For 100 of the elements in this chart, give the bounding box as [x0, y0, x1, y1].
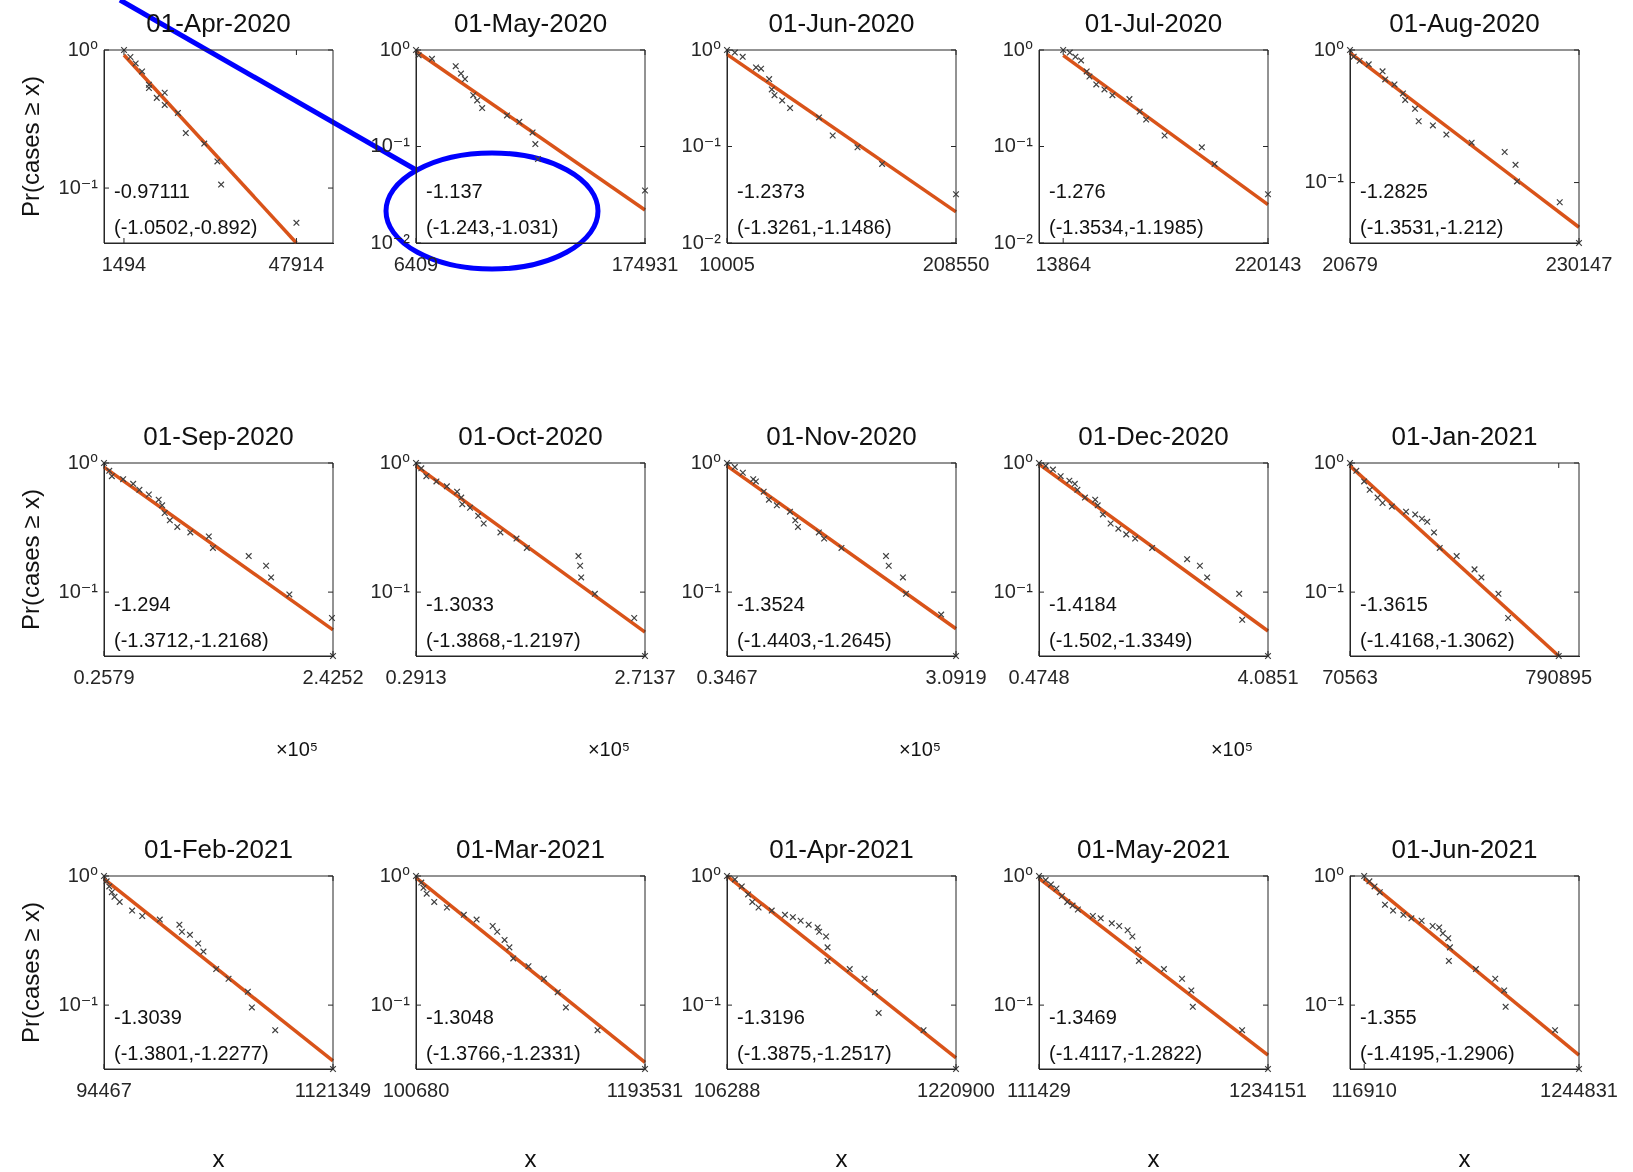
x-tick-label: 70563 [1322, 665, 1378, 688]
annotation: -1.3615 [1360, 592, 1428, 615]
annotation: -1.137 [425, 179, 483, 202]
chart-title: 01-Jun-2021 [1391, 834, 1538, 865]
annotation: (-1.3801,-1.2277) [114, 1041, 269, 1064]
chart-title: 01-May-2020 [453, 8, 607, 39]
y-tick-label: 10⁰ [1002, 37, 1033, 60]
text: ×10⁵ [587, 737, 630, 760]
x-tick-label: 0.2579 [73, 665, 135, 688]
annotation: -1.3196 [737, 1005, 805, 1028]
y-tick-label: 10⁰ [1002, 450, 1033, 473]
y-tick-label: 10⁻¹ [370, 992, 410, 1015]
annotation: (-1.3868,-1.2197) [425, 628, 581, 651]
y-tick-label: 10⁰ [67, 450, 98, 473]
y-tick-label: 10⁰ [690, 863, 721, 886]
annotation: -1.3524 [737, 592, 805, 615]
annotation: -1.3048 [425, 1005, 494, 1028]
y-tick-label: 10⁻¹ [58, 579, 99, 602]
x-tick-label: 1220900 [917, 1078, 995, 1101]
y-tick-label: 10⁻¹ [1304, 170, 1345, 193]
annotation: -1.3039 [114, 1005, 182, 1028]
annotation: -1.3469 [1048, 1005, 1117, 1028]
annotation: (-1.4168,-1.3062) [1360, 628, 1515, 651]
text: ×10⁵ [898, 737, 942, 760]
x-tick-label: 174931 [611, 252, 678, 275]
chart-title: 01-Mar-2021 [455, 834, 605, 865]
x-tick-label: 100680 [382, 1078, 449, 1101]
annotation: -1.276 [1048, 179, 1106, 202]
y-tick-label: 10⁰ [1002, 863, 1033, 886]
x-tick-label: 106288 [693, 1078, 761, 1101]
x-tick-label: 13864 [1034, 252, 1091, 275]
chart-title: 01-Jan-2021 [1391, 421, 1538, 452]
y-axis-title: Pr(cases ≥ x) [16, 901, 44, 1044]
x-tick-label: 1244831 [1540, 1078, 1618, 1101]
annotation: (-1.243,-1.031) [425, 215, 558, 238]
annotation: (-1.3534,-1.1985) [1048, 215, 1204, 238]
y-axis-title: Pr(cases ≥ x) [16, 488, 44, 631]
annotation: (-1.502,-1.3349) [1048, 628, 1192, 651]
annotation: (-1.4403,-1.2645) [737, 628, 892, 651]
annotation: -1.294 [114, 592, 171, 615]
chart-title: 01-Oct-2020 [457, 421, 603, 452]
y-tick-label: 10⁻¹ [681, 134, 722, 157]
annotation: (-1.3712,-1.2168) [114, 628, 269, 651]
annotation: -1.355 [1360, 1005, 1417, 1028]
y-tick-label: 10⁻¹ [370, 579, 410, 602]
chart-title: 01-Jul-2020 [1084, 8, 1222, 39]
y-tick-label: 10⁻¹ [681, 992, 722, 1015]
y-axis-title: Pr(cases ≥ x) [16, 75, 44, 218]
x-tick-label: 0.3467 [696, 665, 758, 688]
x-tick-label: 1494 [101, 252, 147, 275]
y-tick-label: 10⁰ [690, 450, 721, 473]
x-tick-label: 2.4252 [302, 665, 364, 688]
y-tick-label: 10⁰ [67, 37, 98, 60]
x-tick-label: 0.2913 [384, 665, 447, 688]
x-tick-label: 1193531 [606, 1078, 683, 1101]
annotation: -1.2825 [1360, 179, 1428, 202]
y-tick-label: 10⁻¹ [993, 134, 1033, 157]
chart-title: 01-Jun-2020 [768, 8, 915, 39]
annotation: (-1.4195,-1.2906) [1360, 1041, 1515, 1064]
x-tick-label: 1234151 [1228, 1078, 1307, 1101]
chart-title: 01-Sep-2020 [143, 421, 294, 452]
y-tick-label: 10⁰ [1313, 450, 1344, 473]
x-tick-label: 1121349 [294, 1078, 372, 1101]
x-axis-title: x [212, 1144, 225, 1172]
x-tick-label: 0.4748 [1007, 665, 1070, 688]
x-axis-title: x [835, 1144, 848, 1172]
chart-title: 01-Apr-2021 [769, 834, 914, 865]
y-tick-label: 10⁻² [681, 230, 722, 253]
y-tick-label: 10⁻¹ [58, 175, 99, 198]
chart-title: 01-Dec-2020 [1077, 421, 1229, 452]
chart-title: 01-May-2021 [1076, 834, 1230, 865]
x-tick-label: 230147 [1545, 252, 1613, 275]
annotation: (-1.3766,-1.2331) [425, 1041, 581, 1064]
annotation: (-1.3875,-1.2517) [737, 1041, 892, 1064]
y-tick-label: 10⁰ [379, 450, 410, 473]
x-tick-label: 4.0851 [1236, 665, 1299, 688]
x-tick-label: 20679 [1322, 252, 1378, 275]
chart-title: 01-Aug-2020 [1389, 8, 1540, 39]
x-axis-title: x [1147, 1144, 1159, 1172]
annotation: -1.3033 [425, 592, 494, 615]
x-tick-label: 790895 [1525, 665, 1593, 688]
y-tick-label: 10⁻¹ [993, 579, 1033, 602]
x-tick-label: 3.0919 [925, 665, 987, 688]
chart-title: 01-Nov-2020 [766, 421, 917, 452]
annotation: -0.97111 [114, 179, 190, 202]
y-tick-label: 10⁻¹ [58, 992, 99, 1015]
y-tick-label: 10⁻¹ [1304, 992, 1345, 1015]
x-tick-label: 220143 [1234, 252, 1301, 275]
y-tick-label: 10⁰ [67, 863, 98, 886]
y-tick-label: 10⁻¹ [1304, 579, 1345, 602]
x-axis-title: x [524, 1144, 536, 1172]
y-tick-label: 10⁰ [379, 863, 410, 886]
x-tick-label: 6409 [393, 252, 438, 275]
x-tick-label: 116910 [1331, 1078, 1397, 1101]
x-tick-label: 94467 [76, 1078, 132, 1101]
x-tick-label: 111429 [1006, 1078, 1071, 1101]
text: ×10⁵ [275, 737, 319, 760]
annotation: (-1.3531,-1.212) [1360, 215, 1504, 238]
annotation: (-1.3261,-1.1486) [737, 215, 892, 238]
y-tick-label: 10⁰ [690, 37, 721, 60]
